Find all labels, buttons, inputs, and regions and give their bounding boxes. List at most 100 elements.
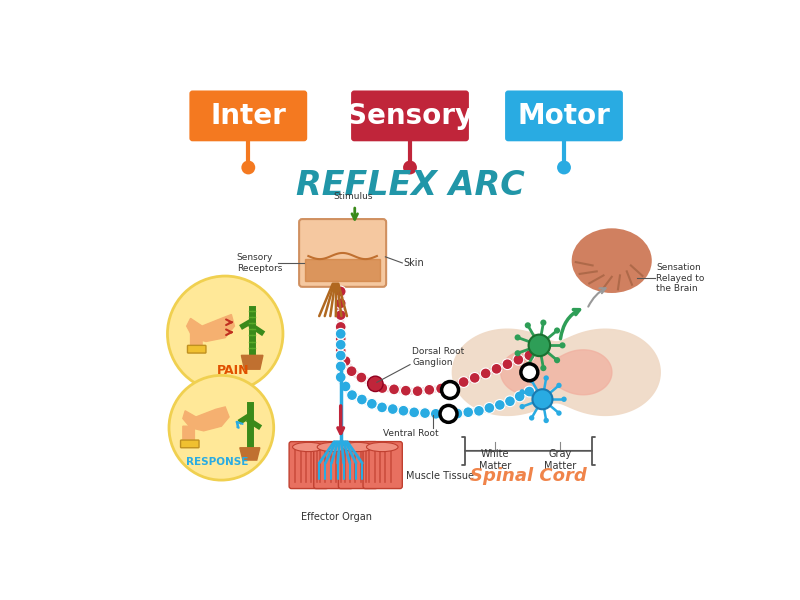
Text: Sensation
Relayed to
the Brain: Sensation Relayed to the Brain bbox=[656, 263, 705, 293]
Text: Effector Organ: Effector Organ bbox=[302, 512, 372, 522]
Circle shape bbox=[543, 376, 549, 381]
Circle shape bbox=[502, 359, 513, 370]
Circle shape bbox=[335, 286, 346, 297]
Circle shape bbox=[357, 394, 367, 405]
FancyBboxPatch shape bbox=[338, 442, 378, 488]
FancyBboxPatch shape bbox=[190, 91, 307, 141]
Circle shape bbox=[491, 364, 502, 374]
Circle shape bbox=[335, 298, 346, 308]
Circle shape bbox=[540, 365, 546, 371]
Text: White
Matter: White Matter bbox=[478, 449, 511, 471]
Ellipse shape bbox=[576, 237, 620, 272]
Circle shape bbox=[335, 361, 346, 372]
Polygon shape bbox=[306, 259, 380, 281]
Circle shape bbox=[424, 385, 434, 395]
FancyBboxPatch shape bbox=[363, 442, 402, 488]
Circle shape bbox=[356, 372, 366, 383]
Circle shape bbox=[557, 161, 571, 175]
Circle shape bbox=[462, 407, 474, 418]
Text: Sensory: Sensory bbox=[347, 102, 473, 130]
Circle shape bbox=[556, 383, 562, 388]
Circle shape bbox=[340, 356, 351, 367]
Text: Gray
Matter: Gray Matter bbox=[544, 449, 576, 471]
Ellipse shape bbox=[596, 263, 628, 286]
Circle shape bbox=[398, 406, 409, 416]
FancyBboxPatch shape bbox=[505, 91, 623, 141]
Ellipse shape bbox=[572, 229, 652, 293]
Text: Motor: Motor bbox=[518, 102, 610, 130]
Circle shape bbox=[521, 364, 538, 381]
Circle shape bbox=[335, 345, 346, 356]
Circle shape bbox=[167, 276, 283, 392]
Circle shape bbox=[335, 334, 346, 344]
Circle shape bbox=[442, 382, 458, 398]
Text: Dorsal Root
Ganglion: Dorsal Root Ganglion bbox=[412, 347, 465, 367]
Circle shape bbox=[335, 372, 346, 383]
Circle shape bbox=[409, 407, 419, 418]
Circle shape bbox=[335, 350, 346, 361]
Circle shape bbox=[377, 402, 387, 413]
Circle shape bbox=[403, 161, 417, 175]
Circle shape bbox=[519, 389, 525, 395]
FancyBboxPatch shape bbox=[289, 442, 328, 488]
Text: Sensory
Receptors: Sensory Receptors bbox=[237, 253, 282, 272]
Text: PAIN: PAIN bbox=[217, 364, 249, 377]
Circle shape bbox=[447, 381, 458, 392]
Circle shape bbox=[335, 322, 346, 332]
Circle shape bbox=[554, 357, 560, 363]
Circle shape bbox=[335, 339, 346, 350]
Circle shape bbox=[401, 385, 411, 396]
Circle shape bbox=[529, 415, 534, 421]
Circle shape bbox=[524, 350, 534, 361]
Circle shape bbox=[242, 161, 255, 175]
Circle shape bbox=[525, 362, 531, 368]
Text: Muscle Tissue: Muscle Tissue bbox=[406, 471, 474, 481]
Circle shape bbox=[368, 376, 383, 392]
Circle shape bbox=[389, 384, 399, 395]
Circle shape bbox=[387, 404, 398, 415]
Circle shape bbox=[470, 373, 480, 383]
Circle shape bbox=[412, 386, 423, 397]
Circle shape bbox=[458, 377, 469, 388]
Ellipse shape bbox=[318, 442, 349, 452]
Circle shape bbox=[474, 406, 484, 416]
Circle shape bbox=[366, 378, 377, 389]
Ellipse shape bbox=[293, 442, 324, 452]
Text: Spinal Cord: Spinal Cord bbox=[470, 467, 587, 485]
Polygon shape bbox=[183, 407, 229, 431]
Circle shape bbox=[346, 390, 358, 400]
Circle shape bbox=[514, 334, 521, 341]
Circle shape bbox=[430, 409, 441, 419]
Circle shape bbox=[340, 381, 351, 392]
Circle shape bbox=[480, 368, 491, 379]
Circle shape bbox=[540, 320, 546, 326]
Circle shape bbox=[556, 410, 562, 416]
Polygon shape bbox=[186, 314, 234, 341]
Ellipse shape bbox=[607, 240, 644, 269]
Text: Stimulus: Stimulus bbox=[334, 191, 373, 200]
Text: Skin: Skin bbox=[404, 258, 425, 268]
FancyBboxPatch shape bbox=[181, 440, 199, 448]
Circle shape bbox=[514, 391, 525, 402]
Circle shape bbox=[519, 404, 525, 409]
Polygon shape bbox=[501, 350, 612, 395]
FancyBboxPatch shape bbox=[351, 91, 469, 141]
Circle shape bbox=[505, 396, 515, 407]
Polygon shape bbox=[190, 330, 202, 349]
FancyBboxPatch shape bbox=[299, 219, 386, 287]
Ellipse shape bbox=[342, 442, 374, 452]
Circle shape bbox=[419, 407, 430, 418]
Circle shape bbox=[533, 389, 553, 409]
Circle shape bbox=[554, 328, 560, 334]
Polygon shape bbox=[240, 448, 260, 460]
Polygon shape bbox=[183, 426, 194, 443]
Circle shape bbox=[377, 383, 388, 394]
Circle shape bbox=[559, 342, 566, 349]
Text: Ventral Root: Ventral Root bbox=[383, 430, 438, 439]
Circle shape bbox=[529, 335, 550, 356]
Circle shape bbox=[452, 408, 462, 419]
Text: RESPONSE: RESPONSE bbox=[186, 457, 249, 467]
Circle shape bbox=[169, 376, 274, 480]
Circle shape bbox=[346, 366, 357, 377]
Circle shape bbox=[514, 350, 521, 356]
